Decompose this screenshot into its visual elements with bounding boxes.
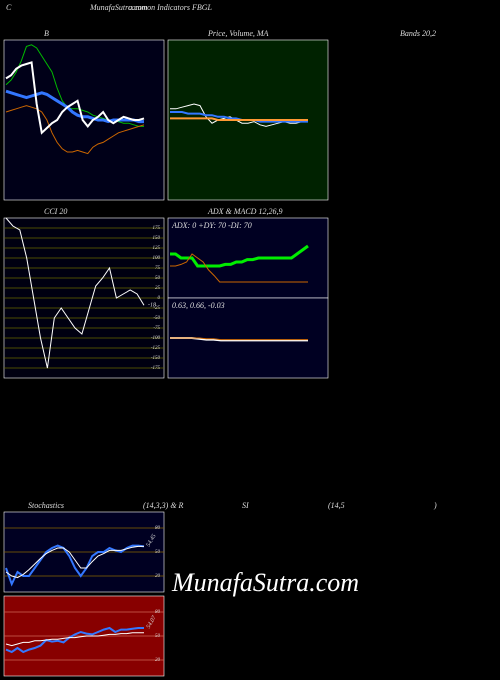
series-line [5, 632, 144, 647]
y-tick-label: -75 [153, 326, 160, 331]
panel-title: CCI 20 [44, 207, 67, 216]
y-tick-label: 125 [153, 246, 161, 251]
y-tick-label: 80 [155, 610, 161, 615]
y-tick-label: -100 [151, 336, 161, 341]
page-subtitle: common Indicators FBGL [128, 3, 213, 12]
y-tick-label: -25 [153, 306, 160, 311]
y-tick-label: 150 [153, 236, 161, 241]
series-line [5, 545, 144, 579]
series-line [170, 244, 309, 268]
y-tick-label: 50 [155, 276, 161, 281]
panel-title: (14,5 [328, 501, 345, 510]
y-tick-label: 50 [155, 550, 161, 555]
panel-title: (14,3,3) & R [143, 501, 184, 510]
series-line [5, 217, 145, 369]
series-line [5, 44, 144, 127]
series-line [170, 337, 308, 341]
y-tick-label: -125 [151, 346, 161, 351]
y-tick-label: -175 [151, 366, 161, 371]
panel-title: ) [433, 501, 437, 510]
panel-title: Stochastics [28, 501, 64, 510]
panel-title: ADX & MACD 12,26,9 [207, 207, 282, 216]
indicator-values: 0.63, 0.66, -0.03 [172, 301, 225, 310]
series-line [5, 626, 144, 654]
y-tick-label: 50 [155, 634, 161, 639]
y-tick-label: 175 [153, 226, 161, 231]
last-value-label: -18 [148, 303, 156, 309]
watermark: MunafaSutra.com [171, 568, 359, 597]
series-line [170, 253, 308, 283]
panel-title: Price, Volume, MA [207, 29, 269, 38]
site-name: MunafaSutra.com [89, 3, 148, 12]
y-tick-label: -50 [153, 316, 160, 321]
y-tick-label: 80 [155, 526, 161, 531]
panel-title: Bands 20,2 [400, 29, 436, 38]
panel [167, 217, 329, 299]
charts: 175 150 125 100 75 50 25 0 -25 -50 -75 -100 -125 -150… [3, 39, 329, 677]
y-tick-label: 20 [155, 574, 161, 579]
series-line [5, 544, 145, 587]
panel-title: SI [242, 501, 249, 510]
series-line [170, 117, 308, 121]
y-tick-label: -150 [151, 356, 161, 361]
y-tick-label: 75 [155, 266, 161, 271]
y-tick-label: 100 [153, 256, 161, 261]
y-tick-label: 25 [155, 286, 161, 291]
corner-label: C [6, 3, 12, 12]
series-line [5, 61, 145, 135]
series-line [5, 89, 144, 124]
indicator-values: ADX: 0 +DY: 70 -DI: 70 [171, 221, 252, 230]
panel-title: B [44, 29, 49, 38]
y-tick-label: 0 [158, 296, 161, 301]
series-line [5, 105, 145, 155]
y-tick-label: 20 [155, 658, 161, 663]
